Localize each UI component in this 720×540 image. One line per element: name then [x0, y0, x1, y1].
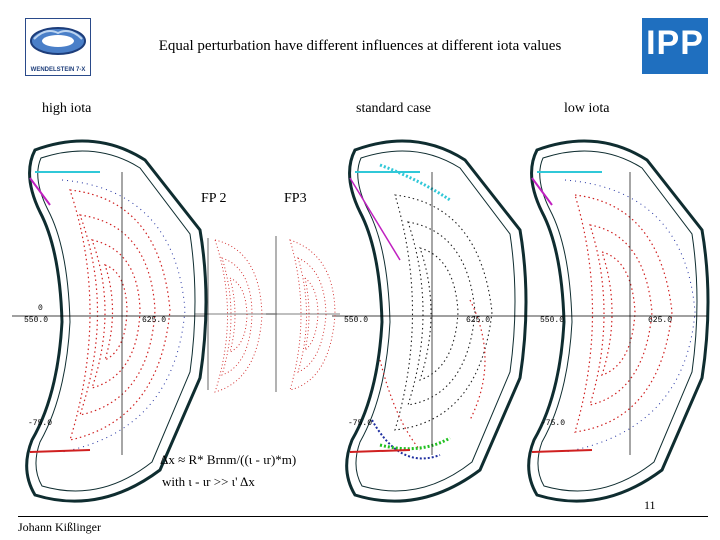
page-number: 11 [644, 498, 656, 512]
panel-standard-case [332, 139, 528, 503]
axis-left-value: 550.0 [24, 316, 48, 325]
panel-high-iota [12, 139, 208, 503]
formula-line-1: Δx ≈ R* Brnm/((ι - ιr)*m) [160, 452, 297, 467]
axis-right-value: 625.0 [142, 316, 166, 325]
author-name: Johann Kißlinger [18, 520, 101, 534]
label-high-iota: high iota [42, 101, 92, 116]
formula-line-2: with ι - ιr >> ι' Δx [162, 474, 255, 489]
axis-right-value: 625.0 [648, 316, 672, 325]
vessel-outline [25, 139, 208, 503]
axis-y-bottom: -75.0 [541, 419, 565, 428]
slide-title: Equal perturbation have different influe… [158, 38, 562, 54]
axis-y-bottom: -75.0 [348, 419, 372, 428]
label-standard-case: standard case [356, 101, 432, 116]
ipp-logo: IPP [642, 18, 708, 74]
vessel-outline [345, 139, 528, 503]
inset-fp2 [195, 238, 275, 393]
axis-y-bottom: -75.0 [28, 419, 52, 428]
vessel-outline [527, 139, 710, 503]
label-fp3: FP3 [284, 191, 307, 206]
label-low-iota: low iota [564, 101, 610, 116]
axis-right-value: 625.0 [466, 316, 490, 325]
inset-fp3 [266, 236, 340, 392]
axis-left-value: 550.0 [344, 316, 368, 325]
stellarator-icon [30, 27, 86, 55]
panel-low-iota [514, 139, 710, 503]
axis-zero: 0 [38, 304, 43, 313]
wendelstein-logo: WENDELSTEIN 7-X [25, 18, 91, 76]
logo-text: WENDELSTEIN 7-X [30, 67, 86, 73]
label-fp2: FP 2 [201, 191, 227, 206]
footer-divider [18, 516, 708, 517]
axis-left-value: 550.0 [540, 316, 564, 325]
